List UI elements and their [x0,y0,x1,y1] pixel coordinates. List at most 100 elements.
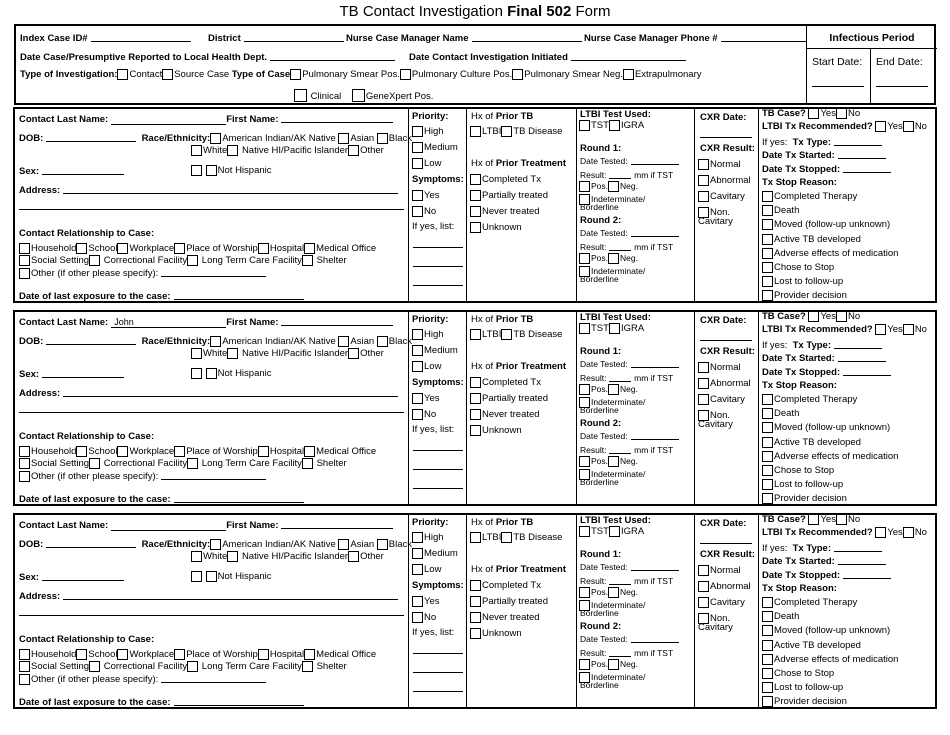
address-input[interactable] [63,184,399,194]
completed-tx-checkbox[interactable] [470,174,481,185]
result-input[interactable] [609,444,632,454]
index-case-field[interactable]: Index Case ID# [20,32,191,44]
ltbi-rec-no-checkbox[interactable] [902,121,914,132]
school-checkbox[interactable] [76,649,88,660]
neg-checkbox[interactable] [608,587,620,598]
result-input[interactable] [609,241,632,251]
unknown-checkbox[interactable] [470,628,481,639]
tb-case-yes-checkbox[interactable] [808,311,820,322]
neg-checkbox[interactable] [608,659,620,670]
tst-checkbox[interactable] [579,120,590,131]
symptoms-no-checkbox[interactable] [412,206,423,217]
last-name-input[interactable]: John [111,317,227,328]
priority-high-checkbox[interactable] [412,329,423,340]
tx-type-input[interactable] [833,136,882,146]
stop-reason-r8-checkbox[interactable] [762,290,773,302]
result-input[interactable] [609,647,632,657]
stop-reason-r6-checkbox[interactable] [762,668,773,679]
american-indian-checkbox[interactable] [210,133,222,144]
other-race-checkbox[interactable] [348,145,360,156]
first-name-input[interactable] [281,316,394,326]
never-treated-checkbox[interactable] [470,612,481,623]
hospital-checkbox[interactable] [257,649,269,660]
neg-checkbox[interactable] [608,456,620,467]
indeterminate-checkbox[interactable] [579,194,590,205]
ltc-checkbox[interactable] [187,661,199,672]
tx-stopped-input[interactable] [843,163,892,173]
stop-reason-r2-checkbox[interactable] [762,205,773,217]
medical-office-checkbox[interactable] [304,649,316,660]
pos-checkbox[interactable] [579,587,590,598]
sex-input[interactable] [42,571,125,581]
pos-checkbox[interactable] [579,181,590,192]
other-race-checkbox[interactable] [348,551,360,562]
tb-case-yes-checkbox[interactable] [808,108,820,119]
tst-checkbox[interactable] [579,323,590,334]
priority-high-checkbox[interactable] [412,126,423,137]
tb-disease-checkbox[interactable] [501,126,513,137]
ltbi-rec-yes-checkbox[interactable] [875,121,887,132]
never-treated-checkbox[interactable] [470,409,481,420]
nhpi-checkbox[interactable] [227,348,239,359]
start-date-input[interactable] [812,86,864,87]
date-reported-field[interactable]: Date Case/Presumptive Reported to Local … [20,51,396,63]
correctional-checkbox[interactable] [89,458,101,469]
pos-checkbox[interactable] [579,456,590,467]
shelter-checkbox[interactable] [301,255,313,266]
not-hispanic-checkbox[interactable] [205,571,217,582]
hispanic-checkbox[interactable] [191,165,202,176]
nhpi-checkbox[interactable] [227,145,239,156]
stop-reason-r2-checkbox[interactable] [762,408,773,420]
igra-checkbox[interactable] [608,526,620,537]
unknown-checkbox[interactable] [470,425,481,436]
tx-started-input[interactable] [837,149,886,159]
school-checkbox[interactable] [76,446,88,457]
tst-checkbox[interactable] [579,526,590,537]
ltbi-checkbox[interactable] [470,532,481,543]
result-input[interactable] [609,169,632,179]
partially-treated-checkbox[interactable] [470,596,481,607]
stop-reason-r4-checkbox[interactable] [762,436,773,448]
partially-treated-checkbox[interactable] [470,190,481,201]
other-race-checkbox[interactable] [348,348,360,359]
social-setting-checkbox[interactable] [19,255,30,266]
ltbi-checkbox[interactable] [470,329,481,340]
district-field[interactable]: District [208,32,344,44]
symptoms-yes-checkbox[interactable] [412,190,423,201]
tb-case-no-checkbox[interactable] [835,514,847,525]
partially-treated-checkbox[interactable] [470,393,481,404]
neg-checkbox[interactable] [608,181,620,192]
priority-low-checkbox[interactable] [412,564,423,575]
hispanic-checkbox[interactable] [191,368,202,379]
stop-reason-r5-checkbox[interactable] [762,653,773,665]
address-input[interactable] [63,590,399,600]
ltbi-rec-no-checkbox[interactable] [902,527,914,538]
ltbi-rec-no-checkbox[interactable] [902,324,914,335]
stop-reason-r1-checkbox[interactable] [762,191,773,202]
worship-checkbox[interactable] [174,446,186,457]
black-checkbox[interactable] [376,133,388,144]
first-name-input[interactable] [281,519,394,529]
priority-medium-checkbox[interactable] [412,548,423,559]
clinical-checkbox[interactable] [294,89,307,102]
stop-reason-r7-checkbox[interactable] [762,479,773,491]
ltbi-rec-yes-checkbox[interactable] [875,527,887,538]
american-indian-checkbox[interactable] [210,539,222,550]
date-initiated-field[interactable]: Date Contact Investigation Initiated [409,51,686,63]
normal-checkbox[interactable] [698,362,709,373]
shelter-checkbox[interactable] [301,661,313,672]
american-indian-checkbox[interactable] [210,336,222,347]
stop-reason-r1-checkbox[interactable] [762,597,773,608]
other-specify-input[interactable] [161,470,267,480]
stop-reason-r6-checkbox[interactable] [762,262,773,273]
stop-reason-r5-checkbox[interactable] [762,247,773,259]
date-tested-input[interactable] [630,227,679,237]
white-checkbox[interactable] [191,348,202,359]
correctional-checkbox[interactable] [89,661,101,672]
stop-reason-r3-checkbox[interactable] [762,422,773,434]
address-input[interactable] [63,387,399,397]
priority-medium-checkbox[interactable] [412,142,423,153]
symptoms-no-checkbox[interactable] [412,612,423,623]
contact-checkbox[interactable] [117,69,129,80]
tb-case-yes-checkbox[interactable] [808,514,820,525]
